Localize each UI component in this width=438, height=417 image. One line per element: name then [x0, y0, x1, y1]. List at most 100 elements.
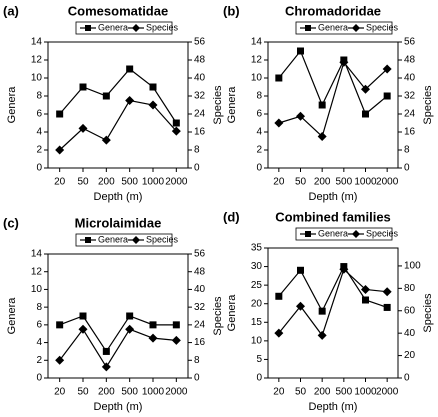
y-axis-label: Genera — [6, 86, 18, 124]
series-line — [278, 265, 388, 313]
marker-square — [126, 65, 134, 73]
y-axis-label: Genera — [6, 297, 18, 335]
x-tick-label: 500 — [335, 387, 352, 398]
y-tick-label: 10 — [251, 335, 263, 346]
panel-label: (c) — [3, 215, 19, 230]
marker-diamond — [101, 362, 111, 372]
y-tick-label: 15 — [251, 317, 263, 328]
x-tick-label: 20 — [54, 387, 66, 398]
y2-tick-label: 32 — [194, 302, 206, 313]
legend-label: Species — [366, 228, 399, 238]
series-line — [59, 315, 177, 353]
marker-square — [318, 307, 326, 315]
marker-square — [102, 347, 110, 355]
x-tick-label: 500 — [121, 177, 138, 188]
x-tick-label: 200 — [98, 177, 115, 188]
legend-label: Species — [146, 234, 179, 244]
y-tick-label: 10 — [31, 284, 43, 295]
y-tick-label: 2 — [36, 355, 42, 366]
y-tick-label: 8 — [36, 91, 42, 102]
y-axis-label: Genera — [226, 86, 238, 124]
legend-label: Genera — [98, 234, 128, 244]
y-tick-label: 2 — [256, 145, 262, 156]
marker-square — [172, 321, 180, 329]
marker-diamond — [101, 135, 111, 145]
x-tick-label: 1000 — [142, 387, 165, 398]
chart-title: Microlaimidae — [75, 215, 162, 230]
marker-square — [149, 321, 157, 329]
x-axis-label: Depth (m) — [309, 191, 358, 203]
chart-title: Chromadoridae — [285, 3, 381, 18]
series-line — [59, 68, 177, 124]
x-tick-label: 500 — [335, 177, 352, 188]
x-tick-label: 200 — [314, 387, 331, 398]
y2-tick-label: 0 — [404, 373, 410, 384]
panel: (b) Chromadoridae024681012140816243240485… — [223, 3, 434, 202]
series-line — [59, 328, 177, 369]
marker-square — [126, 312, 134, 320]
y2-axis-label: Species — [212, 85, 224, 125]
legend-label: Species — [146, 22, 179, 32]
y-tick-label: 4 — [36, 337, 42, 348]
y2-tick-label: 56 — [194, 37, 206, 48]
x-tick-label: 20 — [273, 177, 285, 188]
y2-tick-label: 100 — [404, 261, 421, 272]
y-tick-label: 8 — [256, 91, 262, 102]
y-tick-label: 12 — [31, 55, 43, 66]
legend-box — [75, 21, 173, 35]
series-line — [59, 99, 177, 151]
marker-square — [383, 303, 391, 311]
marker-diamond — [171, 126, 181, 136]
y2-axis-label: Species — [422, 293, 434, 333]
y2-tick-label: 24 — [194, 319, 206, 330]
y-tick-label: 10 — [251, 73, 263, 84]
y-tick-label: 14 — [251, 37, 263, 48]
legend-box — [295, 227, 393, 241]
x-tick-label: 1000 — [354, 177, 377, 188]
marker-diamond — [361, 84, 370, 94]
x-tick-label: 2000 — [165, 387, 188, 398]
y2-axis-label: Species — [422, 85, 434, 125]
y2-tick-label: 0 — [404, 163, 410, 174]
x-tick-label: 1000 — [354, 387, 377, 398]
panel: (d) Combined families 0 5 10 15 20 25 30 35 0 20 40 6… — [223, 209, 434, 412]
x-tick-label: 2000 — [376, 177, 399, 188]
y-tick-label: 30 — [251, 261, 263, 272]
marker-diamond — [339, 57, 349, 67]
x-axis-label: Depth (m) — [94, 401, 143, 413]
marker-diamond — [55, 145, 65, 155]
marker-diamond — [382, 64, 392, 74]
y2-tick-label: 32 — [404, 91, 416, 102]
y-tick-label: 6 — [36, 319, 42, 330]
panel-label: (d) — [223, 209, 240, 224]
marker-diamond — [78, 123, 88, 133]
y-tick-label: 0 — [256, 163, 262, 174]
series-line — [278, 60, 388, 138]
y2-tick-label: 16 — [404, 127, 416, 138]
legend-marker — [352, 230, 360, 238]
marker-square — [362, 110, 369, 118]
marker-diamond — [317, 330, 327, 340]
y-tick-label: 20 — [251, 298, 263, 309]
y-tick-label: 12 — [31, 266, 43, 277]
legend-marker — [352, 24, 360, 32]
marker-square — [149, 83, 157, 91]
x-tick-label: 50 — [295, 177, 307, 188]
y2-tick-label: 0 — [194, 163, 200, 174]
y-axis-label: Genera — [226, 294, 238, 332]
y-tick-label: 25 — [251, 280, 263, 291]
y2-tick-label: 80 — [404, 283, 416, 294]
series-line — [278, 49, 388, 115]
marker-diamond — [125, 96, 135, 105]
y-tick-label: 12 — [251, 55, 263, 66]
legend-box — [295, 21, 393, 35]
plot-frame — [267, 247, 399, 379]
marker-diamond — [382, 287, 392, 297]
x-tick-label: 2000 — [165, 177, 188, 188]
marker-square — [318, 101, 326, 109]
marker-diamond — [125, 324, 135, 334]
x-tick-label: 20 — [54, 177, 66, 188]
marker-diamond — [55, 355, 65, 365]
panel-label: (a) — [3, 3, 19, 18]
